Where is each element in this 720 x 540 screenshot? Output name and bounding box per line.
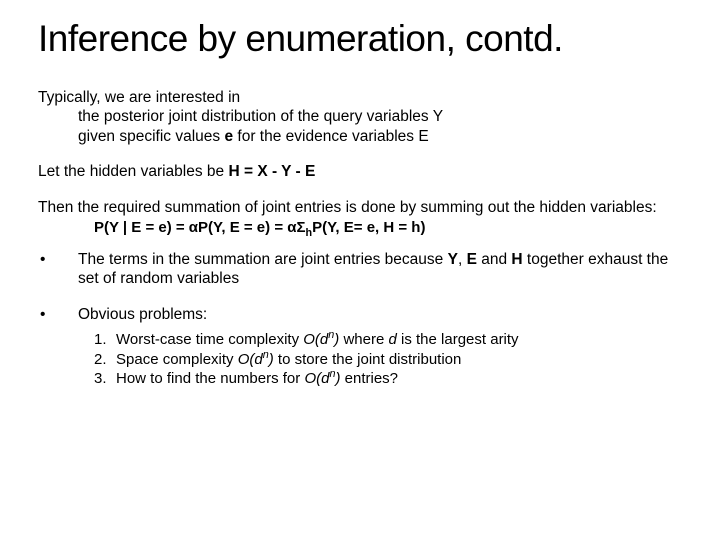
num-1: 1. Worst-case time complexity O(dn) wher… <box>38 330 682 350</box>
paragraph-2: Let the hidden variables be H = X - Y - … <box>38 162 682 181</box>
num-2: 2. Space complexity O(dn) to store the j… <box>38 350 682 370</box>
num-2-mark: 2. <box>94 350 116 370</box>
p1-line3: given specific values e for the evidence… <box>38 128 429 145</box>
p2-a: Let the <box>38 163 90 180</box>
p2-b: hidden variables <box>90 163 203 180</box>
num-2-body: Space complexity O(dn) to store the join… <box>116 350 682 370</box>
num-3-body: How to find the numbers for O(dn) entrie… <box>116 369 682 389</box>
num-3: 3. How to find the numbers for O(dn) ent… <box>38 369 682 389</box>
n1-d: where <box>339 331 388 348</box>
b1-e: E <box>467 251 477 268</box>
p1-lead: Typically, we are interested in <box>38 89 240 106</box>
p1-line2: the posterior joint distribution of the … <box>38 108 443 125</box>
num-1-mark: 1. <box>94 330 116 350</box>
bullet-2-body: Obvious problems: <box>78 305 682 324</box>
num-3-mark: 3. <box>94 369 116 389</box>
b1-h: H <box>511 251 522 268</box>
f-t3: = αΣ <box>270 219 305 236</box>
b1-a: The terms in the summation are joint ent… <box>78 251 448 268</box>
p2-d: H = X - Y - E <box>228 163 315 180</box>
bullet-2: • Obvious problems: <box>38 305 682 324</box>
paragraph-3: Then the required summation of joint ent… <box>38 198 682 217</box>
bullet-1-body: The terms in the summation are joint ent… <box>78 250 682 289</box>
bullet-1-mark: • <box>38 250 78 289</box>
formula: P(Y | E = e) = αP(Y, E = e) = αΣhP(Y, E=… <box>38 219 682 236</box>
p1-l3a: given specific values <box>78 128 224 145</box>
p1-l2a: the posterior joint distribution of the <box>78 108 324 125</box>
b1-y: Y <box>448 251 458 268</box>
n1-f: is the largest arity <box>397 331 519 348</box>
n2-d: to store the joint distribution <box>274 351 462 368</box>
f-t1: P(Y | E = e) = α <box>94 219 198 236</box>
n3-a: How to find the numbers for <box>116 370 304 387</box>
p1-l2b: query variables Y <box>324 108 443 125</box>
f-t5: P(Y, E= e, H = h) <box>312 219 425 236</box>
bullet-2-mark: • <box>38 305 78 324</box>
n1-e: d <box>389 331 397 348</box>
bullet-1: • The terms in the summation are joint e… <box>38 250 682 289</box>
n1-a: Worst-case time complexity <box>116 331 303 348</box>
n3-d: entries? <box>340 370 398 387</box>
f-t2: P(Y, E = e) <box>198 219 270 236</box>
p1-l3c: for the <box>233 128 286 145</box>
n1-b: O(d <box>303 331 328 348</box>
num-1-body: Worst-case time complexity O(dn) where d… <box>116 330 682 350</box>
n2-b: O(d <box>238 351 263 368</box>
b1-c: , <box>458 251 467 268</box>
n2-a: Space complexity <box>116 351 238 368</box>
slide-title: Inference by enumeration, contd. <box>38 18 682 60</box>
p1-l3b: e <box>224 128 233 145</box>
p2-c: be <box>203 163 229 180</box>
n3-b: O(d <box>304 370 329 387</box>
p1-l3d: evidence variables E <box>286 128 429 145</box>
b1-d: and <box>477 251 511 268</box>
paragraph-1: Typically, we are interested in the post… <box>38 88 682 146</box>
